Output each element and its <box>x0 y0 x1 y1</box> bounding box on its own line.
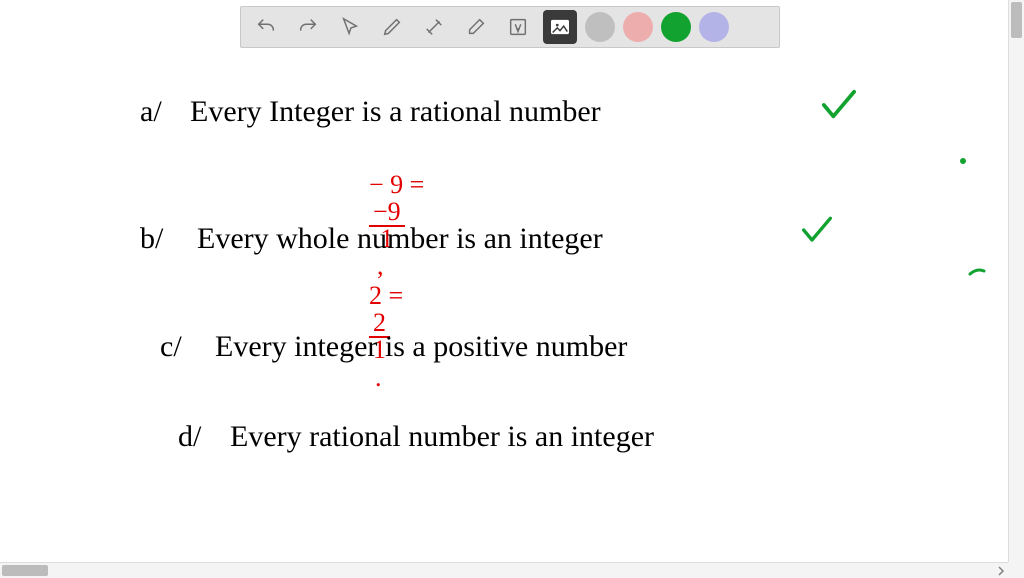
redo-button[interactable] <box>291 10 325 44</box>
red-equation: − 9 = −9 1 , 2 = 2 1 . <box>330 140 424 423</box>
pencil-button[interactable] <box>375 10 409 44</box>
eraser-icon <box>465 16 487 38</box>
color-violet[interactable] <box>699 12 729 42</box>
image-icon <box>549 16 571 38</box>
tools-icon <box>423 16 445 38</box>
eraser-button[interactable] <box>459 10 493 44</box>
item-c-label: c/ <box>160 330 182 364</box>
stray-dot <box>960 158 966 164</box>
item-d-label: d/ <box>178 420 201 454</box>
stray-dash <box>968 268 986 276</box>
undo-button[interactable] <box>249 10 283 44</box>
undo-icon <box>255 16 277 38</box>
red-period: . <box>369 363 382 392</box>
color-pink[interactable] <box>623 12 653 42</box>
horizontal-scrollbar[interactable] <box>0 562 1008 578</box>
vertical-scrollbar[interactable] <box>1008 0 1024 578</box>
text-button[interactable] <box>501 10 535 44</box>
color-green[interactable] <box>661 12 691 42</box>
horizontal-scroll-thumb[interactable] <box>2 565 48 576</box>
pointer-icon <box>339 16 361 38</box>
red-lhs2: 2 = <box>369 281 403 310</box>
item-a-label: a/ <box>140 95 162 129</box>
item-c-text: Every integer is a positive number <box>215 330 627 364</box>
color-gray[interactable] <box>585 12 615 42</box>
item-d-text: Every rational number is an integer <box>230 420 654 454</box>
tools-button[interactable] <box>417 10 451 44</box>
canvas[interactable]: a/ Every Integer is a rational number − … <box>0 0 1024 578</box>
item-a-text: Every Integer is a rational number <box>190 95 601 129</box>
whiteboard-viewport: a/ Every Integer is a rational number − … <box>0 0 1024 578</box>
redo-icon <box>297 16 319 38</box>
checkmark-a <box>820 88 858 122</box>
scroll-corner <box>1008 562 1024 578</box>
pencil-icon <box>381 16 403 38</box>
item-b-text: Every whole number is an integer <box>197 222 603 256</box>
red-lhs1: − 9 = <box>369 170 424 199</box>
item-b-label: b/ <box>140 222 163 256</box>
image-button[interactable] <box>543 10 577 44</box>
text-icon <box>507 16 529 38</box>
pointer-button[interactable] <box>333 10 367 44</box>
scroll-right-arrow-icon[interactable] <box>996 566 1006 576</box>
checkmark-b <box>800 215 834 245</box>
toolbar <box>240 6 780 48</box>
vertical-scroll-thumb[interactable] <box>1011 2 1022 38</box>
